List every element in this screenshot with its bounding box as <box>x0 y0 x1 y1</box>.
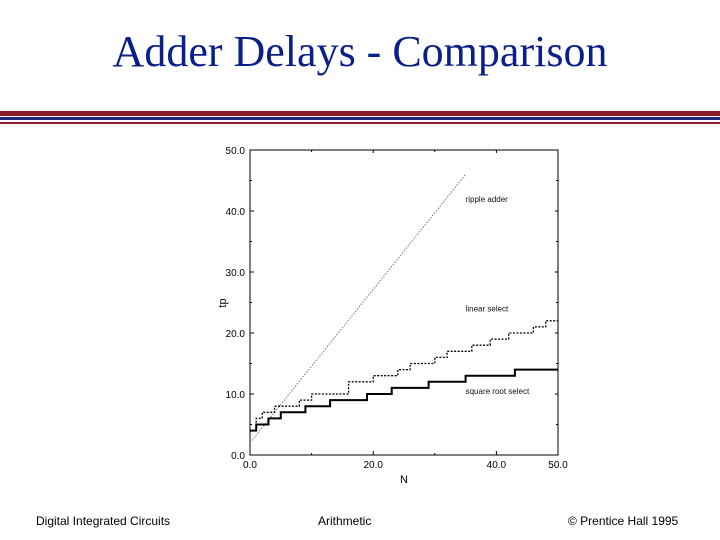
footer-topic: Arithmetic <box>318 514 372 528</box>
axes: 0.0 10.0 20.0 30.0 40.0 50.0 0.0 20.0 40.0 50.0 <box>226 146 569 471</box>
title-rule-blue <box>0 117 720 120</box>
y-tick-label: 40.0 <box>226 207 246 218</box>
x-tick-label: 0.0 <box>243 460 257 471</box>
y-tick-label: 50.0 <box>226 146 246 157</box>
series-label: square root select <box>466 387 530 396</box>
y-tick-label: 10.0 <box>226 390 246 401</box>
plot-frame <box>249 149 559 456</box>
series-label: linear select <box>466 305 509 314</box>
series-line-ripple-adder <box>249 174 466 444</box>
series-label: ripple adder <box>466 195 509 204</box>
y-axis-label: tp <box>217 298 229 307</box>
x-axis-label: N <box>400 474 408 486</box>
series-line-linear-select <box>250 320 558 432</box>
y-tick-label: 20.0 <box>226 329 246 340</box>
y-tick-label: 30.0 <box>226 268 246 279</box>
title-rule-red <box>0 111 720 116</box>
series-line-square-root-select <box>250 368 558 432</box>
footer-copyright: © Prentice Hall 1995 <box>568 514 679 528</box>
x-tick-label: 20.0 <box>363 460 383 471</box>
x-tick-label: 50.0 <box>548 460 568 471</box>
series-labels: ripple adder linear select square root sel… <box>466 195 530 396</box>
footer-course: Digital Integrated Circuits <box>36 514 171 528</box>
series-group <box>249 174 558 444</box>
slide-title: Adder Delays - Comparison <box>112 27 608 76</box>
title-rule-red-thin <box>0 122 720 124</box>
y-tick-label: 0.0 <box>231 451 245 462</box>
x-tick-label: 40.0 <box>487 460 507 471</box>
